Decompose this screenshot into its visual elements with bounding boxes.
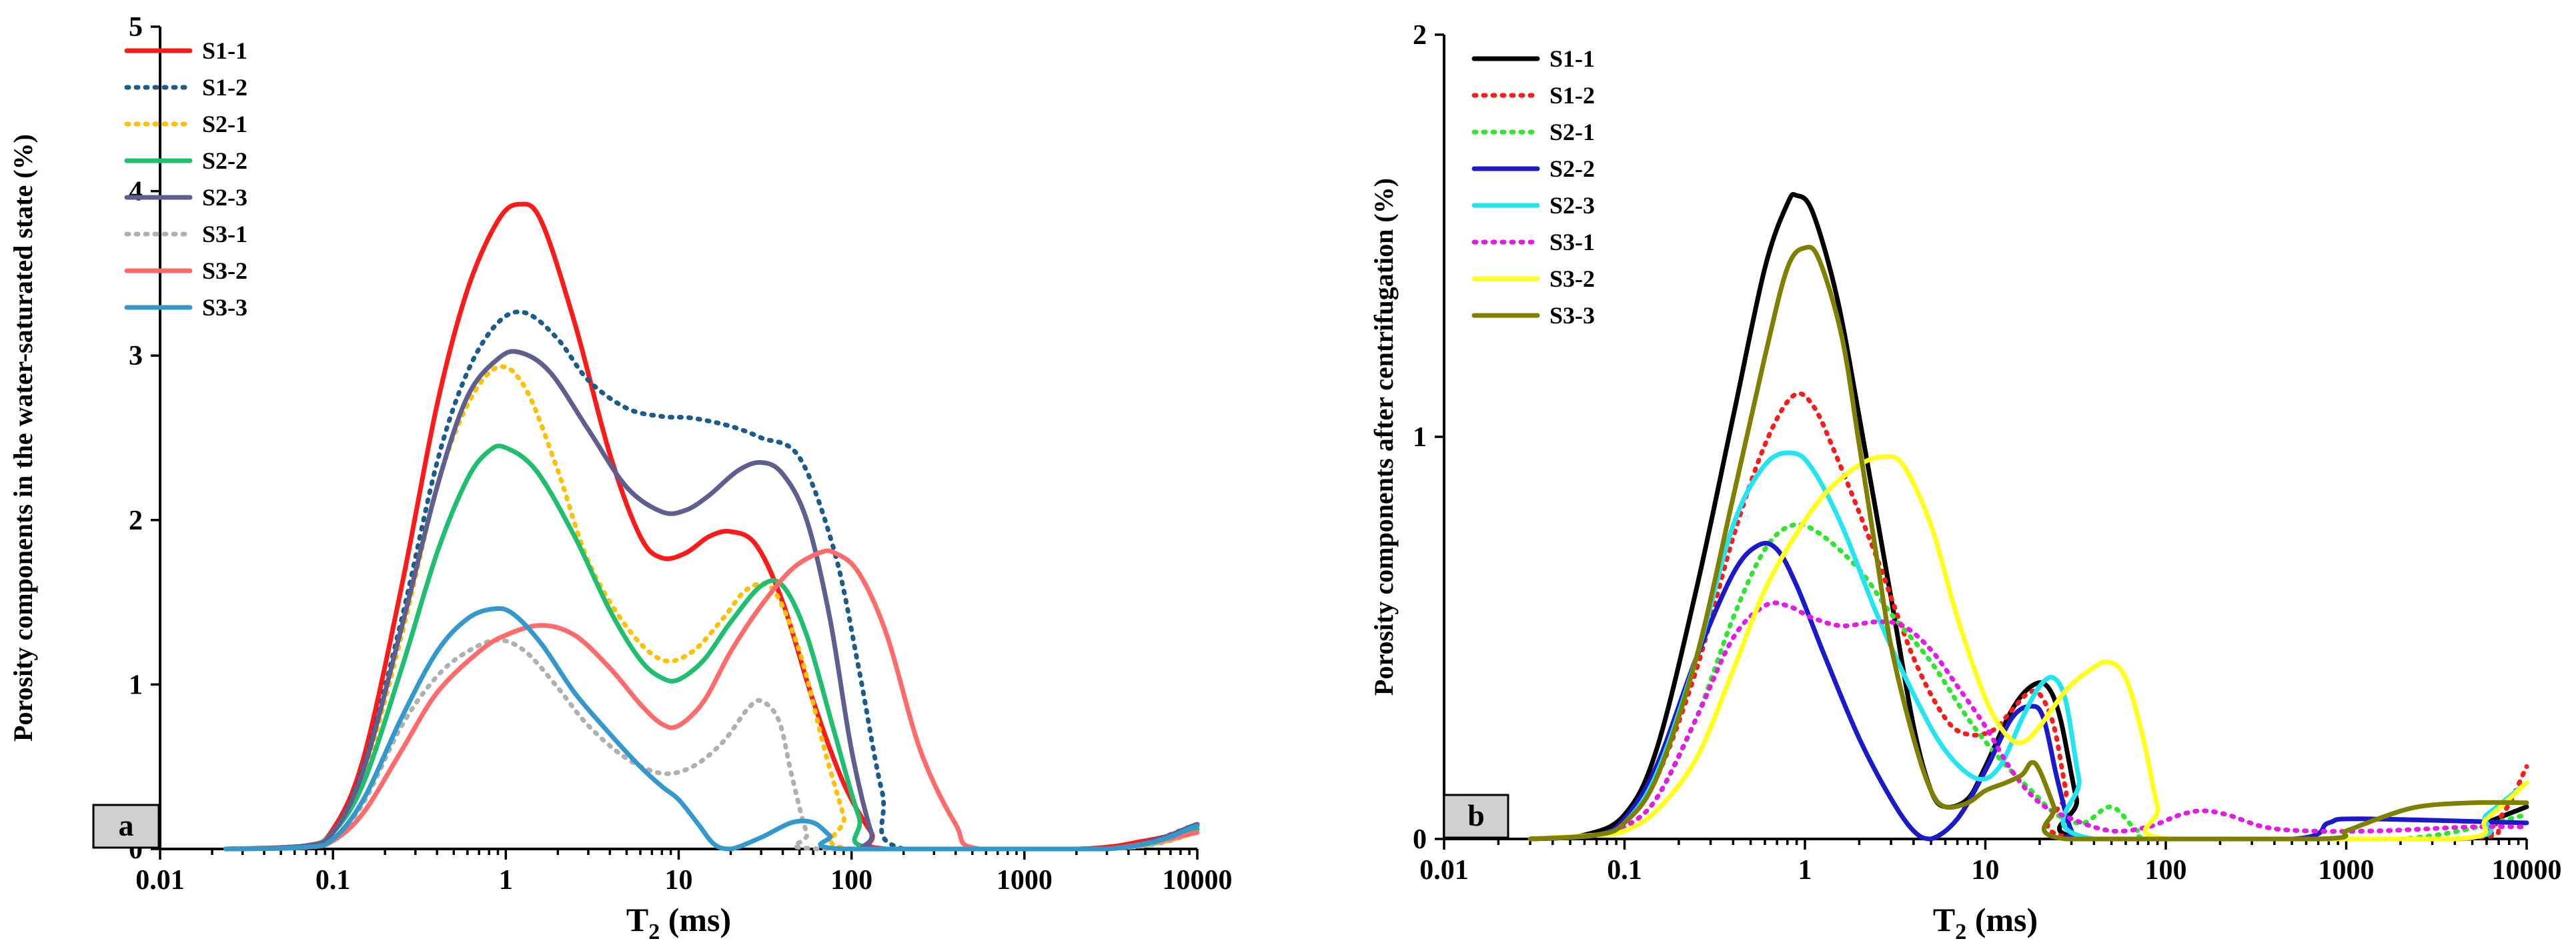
legend-label: S1-2	[1549, 82, 1595, 109]
x-axis-title: T2 (ms)	[1933, 901, 2038, 944]
legend-label: S1-2	[202, 74, 247, 101]
x-tick-label: 10	[665, 865, 693, 896]
series-line-S1-1	[1527, 191, 2529, 842]
x-tick-label: 10	[1972, 855, 2000, 886]
series-line-S3-3	[1527, 244, 2529, 842]
legend-label: S2-3	[1549, 192, 1595, 219]
y-tick-label: 1	[1413, 422, 1427, 453]
series-line-S1-1	[223, 201, 1200, 852]
y-tick-label: 3	[129, 341, 143, 371]
series-line-S3-1	[1527, 600, 2529, 842]
x-axis-title: T2 (ms)	[626, 901, 731, 944]
y-tick-label: 1	[129, 670, 143, 700]
panel-label: a	[119, 808, 134, 842]
legend-label: S2-3	[202, 184, 247, 211]
x-tick-label: 0.01	[135, 865, 185, 896]
panel-label-box	[1443, 794, 1509, 839]
y-tick-label: 2	[129, 506, 143, 536]
x-tick-label: 1000	[997, 865, 1053, 896]
panel-label-box	[92, 804, 160, 849]
series-line-S2-1	[1527, 522, 2529, 842]
legend-label: S2-1	[202, 111, 247, 137]
legend-label: S1-1	[1549, 45, 1595, 72]
y-tick-label: 0	[1413, 824, 1427, 855]
legend-label: S3-3	[1549, 302, 1595, 329]
series-line-S3-2	[1527, 453, 2529, 842]
legend-label: S1-1	[202, 37, 247, 64]
legend-label: S3-1	[1549, 229, 1595, 255]
y-axis-title: Porosity components after centrifugation…	[1369, 178, 1399, 696]
legend-label: S3-2	[1549, 265, 1595, 292]
series-line-S1-2	[1527, 391, 2529, 842]
series-line-S1-2	[223, 309, 1200, 852]
legend-label: S3-3	[202, 294, 247, 321]
series-line-S2-3	[223, 349, 1200, 852]
x-tick-label: 100	[2145, 855, 2187, 886]
x-tick-label: 1	[1798, 855, 1812, 886]
legend-label: S2-1	[1549, 119, 1595, 145]
x-tick-label: 100	[830, 865, 872, 896]
legend-label: S3-1	[202, 221, 247, 247]
legend-label: S2-2	[202, 147, 247, 174]
y-tick-label: 2	[1413, 20, 1427, 51]
legend-label: S3-2	[202, 257, 247, 284]
x-tick-label: 0.01	[1419, 855, 1469, 886]
panel-label: b	[1467, 798, 1485, 832]
y-tick-label: 5	[129, 12, 143, 43]
x-tick-label: 0.1	[315, 865, 351, 896]
panel-b: 0.01 0.1 1 10 100 1000 10000 0 1 2 S1-1 S1-2 S2-1 S2-…	[1369, 20, 2562, 944]
series-line-S2-2	[223, 443, 1200, 852]
panel-a: 0.01 0.1 1 10 100 1000 10000012345S1-1S1-2S2-1…	[8, 12, 1233, 944]
legend-label: S2-2	[1549, 155, 1595, 182]
x-tick-label: 1000	[2319, 855, 2375, 886]
series-line-S3-3	[223, 606, 1200, 852]
x-tick-label: 0.1	[1607, 855, 1642, 886]
y-axis-title: Porosity components in the water-saturat…	[8, 134, 38, 742]
x-tick-label: 10000	[2492, 855, 2562, 886]
series-line-S3-2	[223, 548, 1200, 852]
x-tick-label: 10000	[1163, 865, 1233, 896]
y-tick-label: 4	[129, 177, 143, 207]
x-tick-label: 1	[499, 865, 513, 896]
series-line-S2-1	[223, 364, 1200, 852]
